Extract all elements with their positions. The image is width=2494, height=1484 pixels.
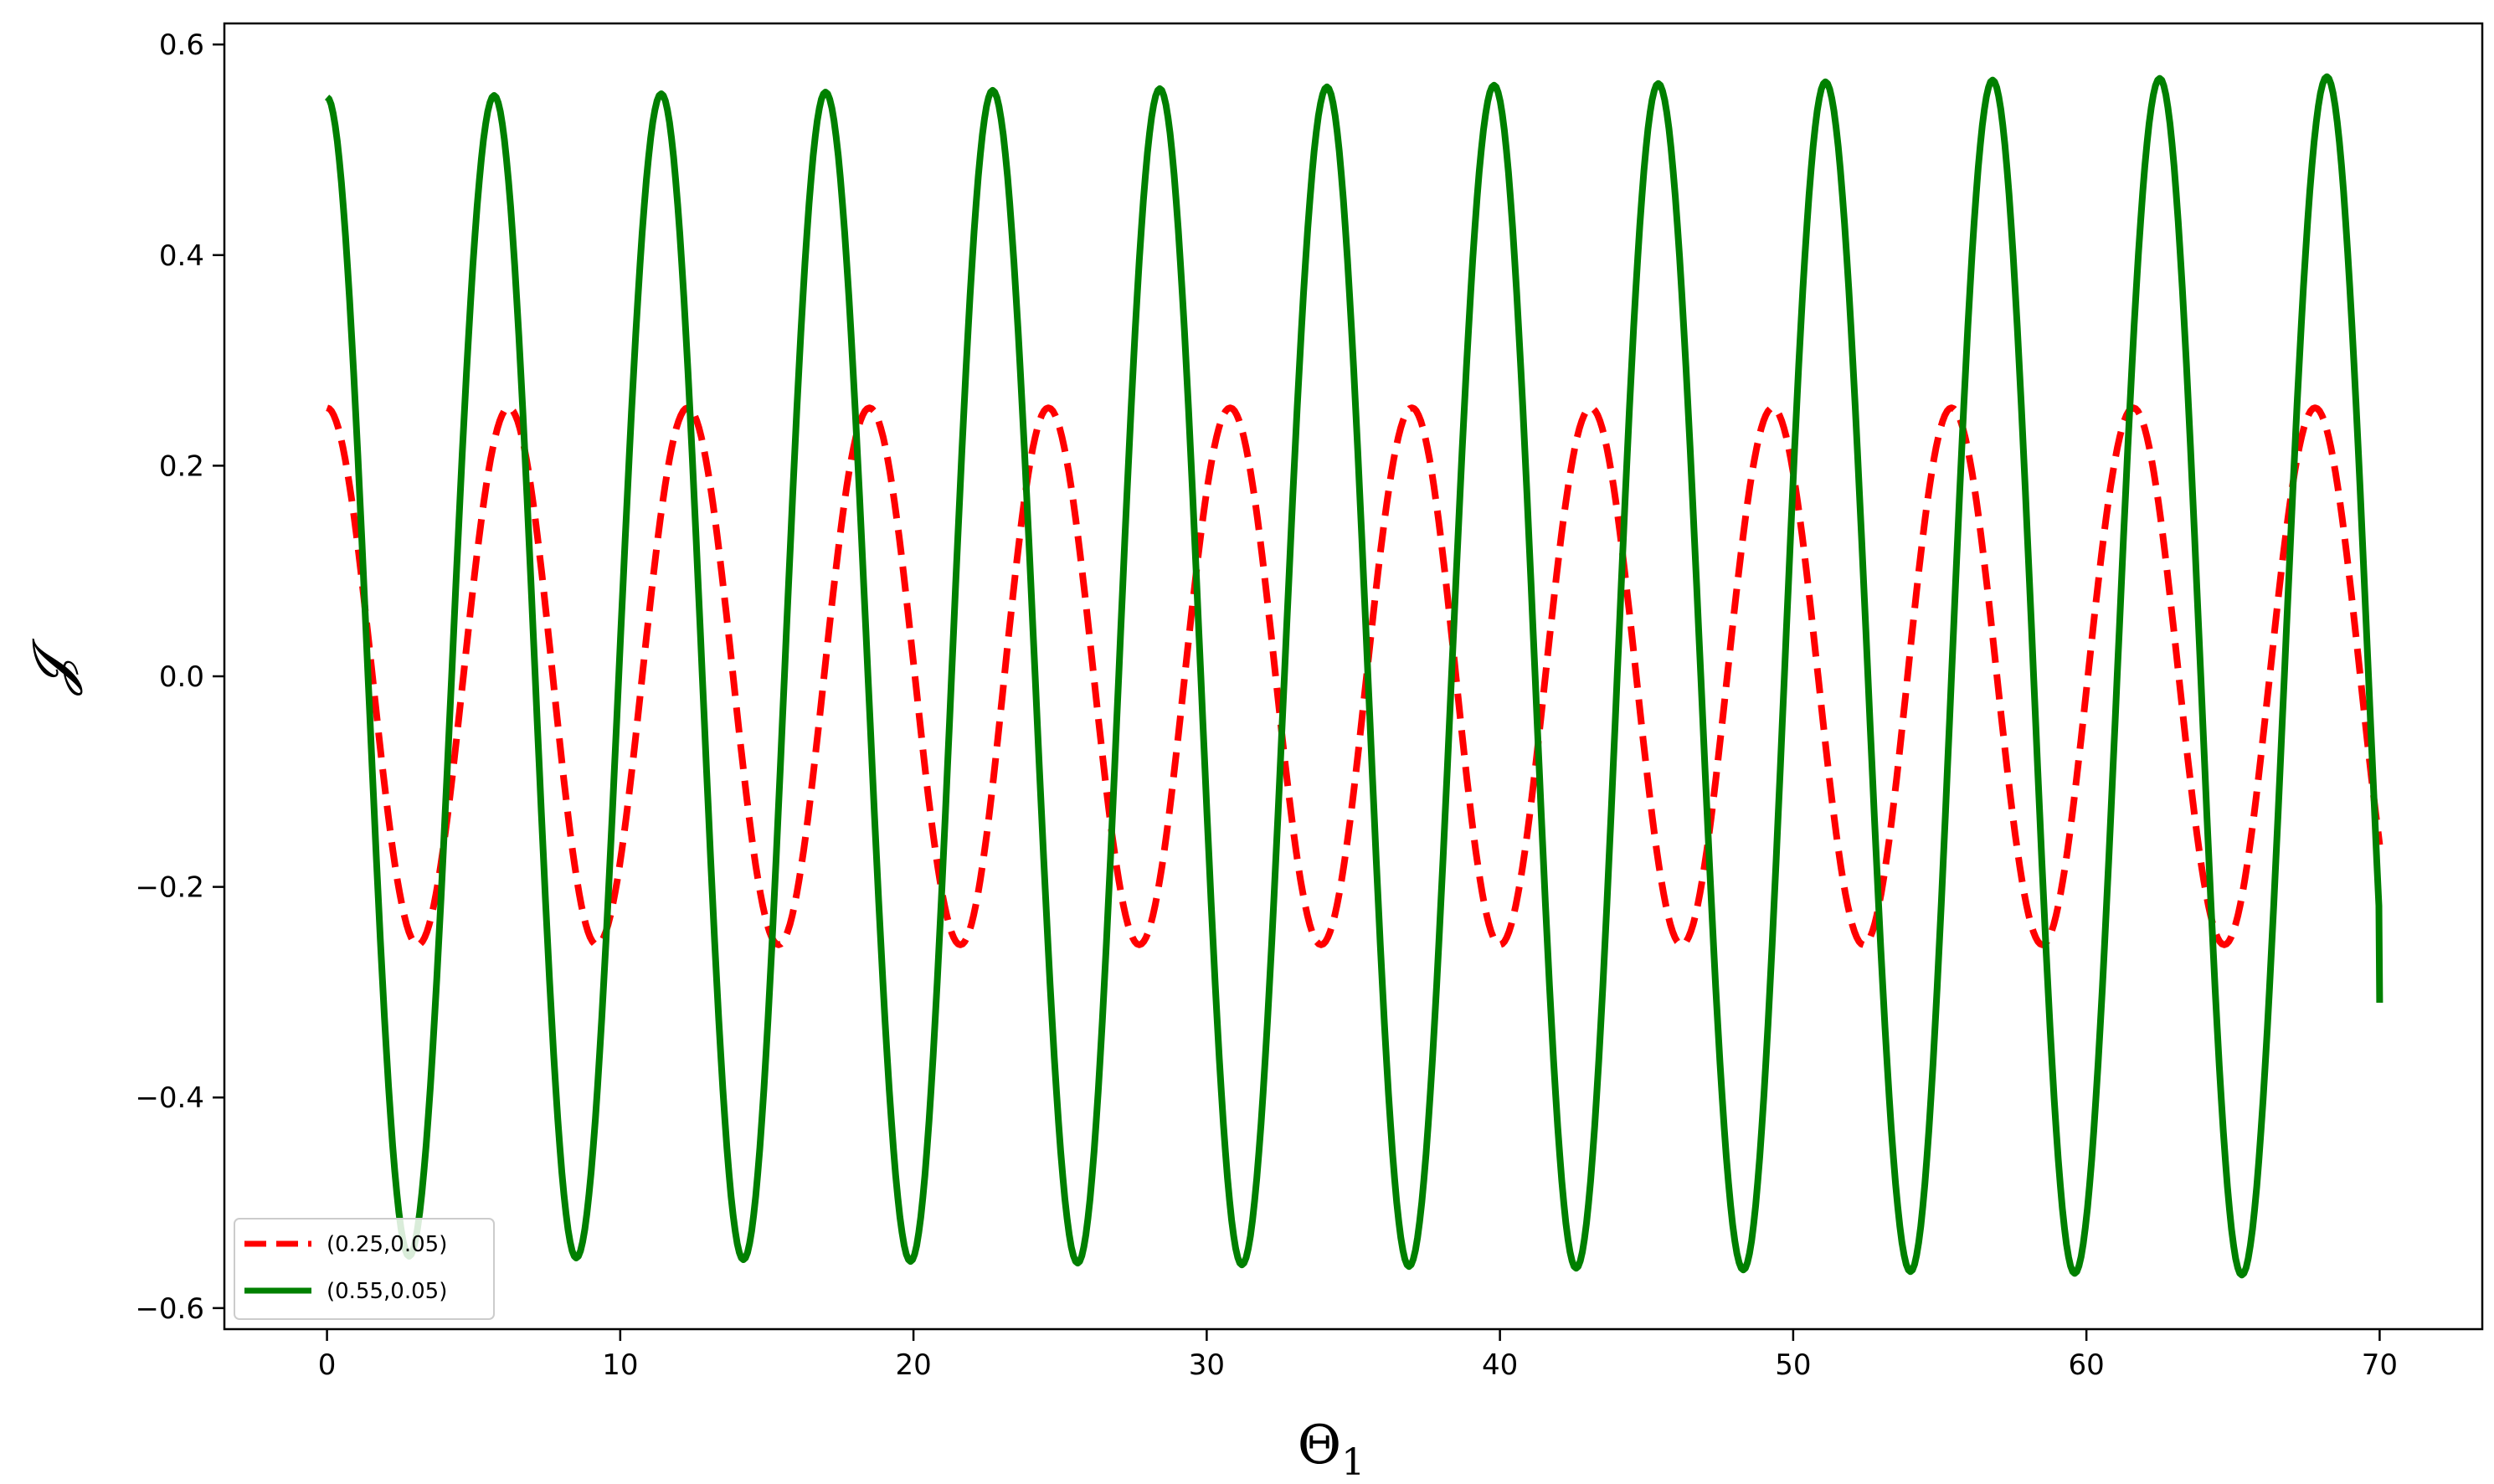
- series-line-2: [324, 73, 2383, 1279]
- legend-box: [234, 1218, 495, 1320]
- y-tick-label: −0.4: [135, 1081, 204, 1115]
- y-tick-label: 0.2: [159, 449, 204, 483]
- x-tick-label: 10: [602, 1348, 638, 1382]
- x-tick-label: 50: [1775, 1348, 1811, 1382]
- x-tick-label: 70: [2362, 1348, 2398, 1382]
- x-axis-label: Θ1: [1298, 1415, 1365, 1484]
- x-axis-label-main: Θ: [1298, 1415, 1341, 1476]
- y-axis-ticks: −0.6 −0.4 −0.2 0.0 0.2 0.4 0.6: [135, 28, 224, 1326]
- series-layer: [324, 73, 2383, 1279]
- y-tick-label: −0.6: [135, 1292, 204, 1326]
- x-tick-label: 20: [895, 1348, 931, 1382]
- y-tick-label: 0.4: [159, 239, 204, 273]
- y-tick-label: 0.6: [159, 28, 204, 62]
- legend-label-series-2: (0.55,0.05): [327, 1279, 447, 1304]
- y-tick-label: −0.2: [135, 871, 204, 905]
- x-tick-label: 40: [1482, 1348, 1518, 1382]
- x-tick-label: 30: [1189, 1348, 1225, 1382]
- y-tick-label: 0.0: [159, 660, 204, 694]
- x-tick-label: 0: [318, 1348, 337, 1382]
- x-axis-label-subscript: 1: [1341, 1441, 1365, 1484]
- x-tick-label: 60: [2069, 1348, 2105, 1382]
- x-axis-ticks: 0 10 20 30 40 50 60 70: [318, 1329, 2398, 1382]
- series-line-1: [326, 404, 2383, 948]
- legend-label-series-1: (0.25,0.05): [327, 1232, 447, 1257]
- y-axis-label: 𝓙: [22, 638, 84, 696]
- legend: (0.25,0.05) (0.55,0.05): [234, 1218, 495, 1320]
